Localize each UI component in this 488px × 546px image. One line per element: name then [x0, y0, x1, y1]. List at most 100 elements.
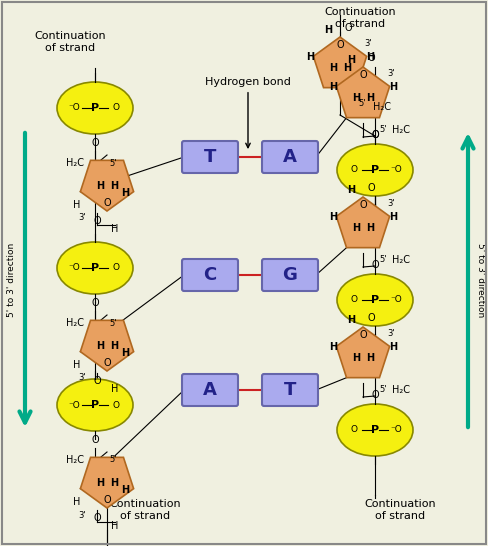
Polygon shape — [81, 321, 134, 371]
Text: H: H — [329, 63, 337, 73]
Text: O: O — [350, 295, 358, 305]
Text: H: H — [111, 521, 119, 531]
Text: H: H — [347, 185, 355, 195]
Text: 5': 5' — [109, 158, 117, 168]
Text: 5': 5' — [379, 256, 387, 264]
Text: 3': 3' — [78, 213, 86, 223]
Text: H: H — [389, 212, 397, 222]
Text: H: H — [96, 341, 104, 351]
FancyBboxPatch shape — [182, 374, 238, 406]
Text: H: H — [306, 52, 314, 62]
Ellipse shape — [57, 82, 133, 134]
Text: O: O — [371, 130, 379, 140]
Text: A: A — [203, 381, 217, 399]
Text: O: O — [367, 183, 375, 193]
Ellipse shape — [57, 379, 133, 431]
Text: O: O — [91, 138, 99, 148]
Text: O: O — [359, 330, 367, 340]
Ellipse shape — [337, 144, 413, 196]
Text: H: H — [73, 200, 81, 210]
Text: 5': 5' — [109, 318, 117, 328]
Text: H: H — [121, 485, 129, 495]
Text: H: H — [352, 353, 360, 363]
FancyBboxPatch shape — [262, 141, 318, 173]
Text: H: H — [343, 63, 351, 73]
Text: H: H — [366, 353, 374, 363]
Text: 3': 3' — [364, 39, 372, 48]
Text: H: H — [366, 93, 374, 103]
Text: O: O — [344, 23, 352, 33]
Text: O: O — [103, 198, 111, 208]
Text: Hydrogen bond: Hydrogen bond — [205, 77, 291, 147]
Text: O: O — [371, 130, 379, 140]
Text: H: H — [329, 82, 337, 92]
FancyBboxPatch shape — [262, 374, 318, 406]
Text: O: O — [371, 390, 379, 400]
Text: Continuation
of strand: Continuation of strand — [324, 7, 396, 29]
Text: H: H — [110, 181, 118, 191]
Text: ⁻O: ⁻O — [68, 401, 80, 410]
Text: H: H — [352, 93, 360, 103]
Text: O: O — [93, 513, 101, 523]
Text: H: H — [73, 497, 81, 507]
Ellipse shape — [337, 274, 413, 326]
Text: O: O — [336, 40, 344, 50]
Polygon shape — [81, 458, 134, 508]
Text: 3': 3' — [387, 329, 395, 337]
Ellipse shape — [57, 242, 133, 294]
Text: ⁻O: ⁻O — [390, 425, 402, 435]
Text: ⁻O: ⁻O — [68, 104, 80, 112]
Text: Continuation
of strand: Continuation of strand — [34, 31, 106, 53]
Text: H: H — [352, 223, 360, 233]
Text: O: O — [112, 104, 120, 112]
Text: O: O — [367, 313, 375, 323]
Text: G: G — [283, 266, 298, 284]
Text: O: O — [359, 70, 367, 80]
Text: P: P — [91, 400, 99, 410]
Text: O: O — [350, 165, 358, 175]
Text: H: H — [73, 360, 81, 370]
Text: 5': 5' — [379, 126, 387, 134]
Text: H: H — [121, 188, 129, 198]
Text: 3': 3' — [387, 68, 395, 78]
Text: ⁻O: ⁻O — [390, 165, 402, 175]
Text: ⁻O: ⁻O — [390, 295, 402, 305]
Text: O: O — [112, 264, 120, 272]
Text: 5': 5' — [379, 385, 387, 395]
Text: O: O — [350, 425, 358, 435]
Text: 3': 3' — [78, 511, 86, 519]
Text: P: P — [91, 103, 99, 113]
Text: H: H — [96, 478, 104, 488]
Text: Continuation
of strand: Continuation of strand — [364, 499, 436, 521]
Text: O: O — [93, 376, 101, 386]
Text: T: T — [284, 381, 296, 399]
Text: Continuation
of strand: Continuation of strand — [109, 499, 181, 521]
Text: P: P — [91, 263, 99, 273]
Text: H: H — [121, 348, 129, 358]
Text: H: H — [111, 384, 119, 394]
Text: O: O — [91, 298, 99, 308]
Text: O: O — [359, 200, 367, 210]
Text: O: O — [93, 216, 101, 226]
Text: T: T — [204, 148, 216, 166]
Polygon shape — [336, 67, 389, 117]
Polygon shape — [336, 327, 389, 378]
Text: H: H — [347, 315, 355, 325]
Text: H: H — [110, 341, 118, 351]
Text: H: H — [111, 224, 119, 234]
Text: P: P — [371, 295, 379, 305]
Text: O: O — [367, 53, 375, 63]
Text: 5' to 3' direction: 5' to 3' direction — [7, 243, 17, 317]
Text: H₂C: H₂C — [66, 158, 84, 168]
FancyBboxPatch shape — [262, 259, 318, 291]
Text: H: H — [389, 342, 397, 352]
Polygon shape — [313, 37, 366, 88]
FancyBboxPatch shape — [182, 141, 238, 173]
Text: 5' to 3' direction: 5' to 3' direction — [475, 243, 485, 317]
Text: 3': 3' — [78, 373, 86, 383]
Text: P: P — [371, 165, 379, 175]
Text: H: H — [366, 52, 374, 62]
Text: ⁻O: ⁻O — [68, 264, 80, 272]
FancyBboxPatch shape — [182, 259, 238, 291]
Text: H₂C: H₂C — [373, 102, 391, 112]
